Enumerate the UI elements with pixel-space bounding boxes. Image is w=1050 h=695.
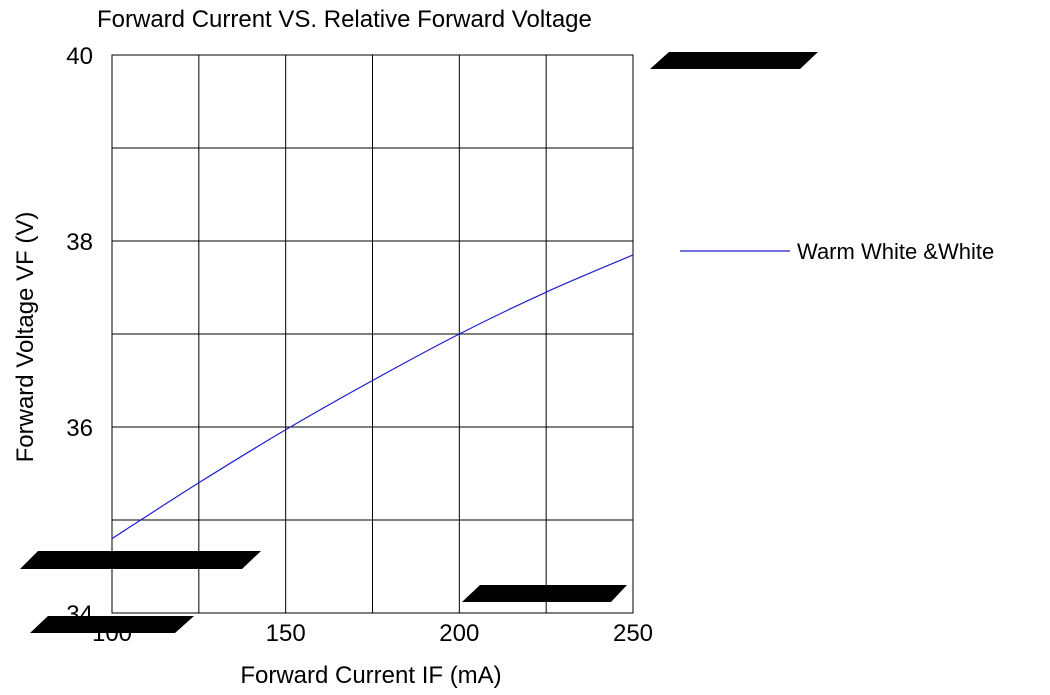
- legend: Warm White &White: [680, 239, 994, 264]
- redaction-bar: [650, 52, 818, 69]
- y-axis-title: Forward Voltage VF (V): [12, 212, 39, 463]
- x-axis-title: Forward Current IF (mA): [240, 662, 501, 689]
- plot-frame: [111, 54, 634, 614]
- chart-title: Forward Current VS. Relative Forward Vol…: [97, 6, 592, 33]
- redaction-bar: [462, 585, 627, 602]
- redaction-bars: [20, 52, 818, 633]
- y-tick-label: 38: [66, 229, 93, 256]
- x-tick-label: 150: [266, 620, 306, 647]
- redaction-bar: [20, 551, 261, 569]
- y-tick-label: 40: [66, 43, 93, 70]
- x-tick-label: 250: [613, 620, 653, 647]
- x-tick-label: 200: [439, 620, 479, 647]
- legend-label: Warm White &White: [797, 239, 994, 264]
- grid: [112, 55, 633, 613]
- redaction-bar: [30, 616, 194, 633]
- y-tick-label: 36: [66, 415, 93, 442]
- series-line: [111, 254, 634, 540]
- series-group: [111, 254, 634, 540]
